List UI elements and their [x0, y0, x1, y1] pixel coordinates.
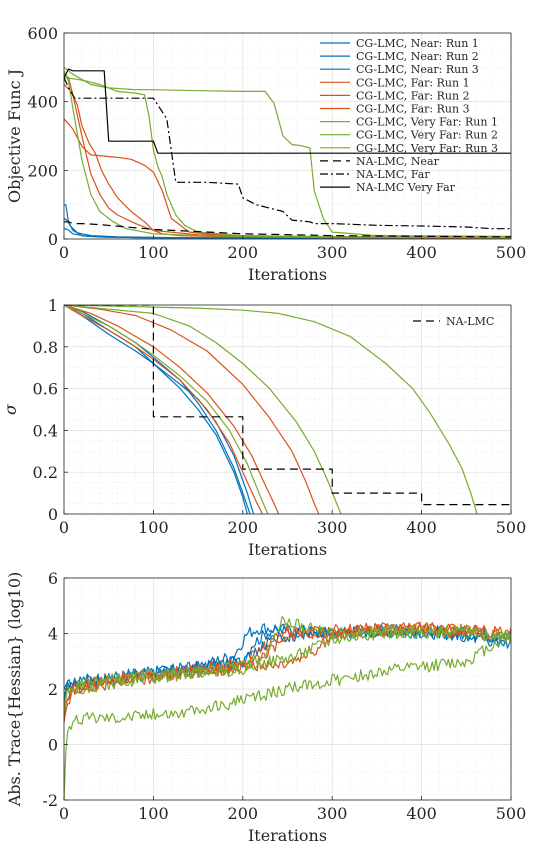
axes-box	[63, 32, 512, 240]
series-line-very_far-7	[64, 633, 511, 800]
series-line-very_far-9	[64, 625, 511, 706]
series-line-far-4	[64, 305, 280, 514]
y-tick-label: 0	[48, 505, 58, 524]
x-tick-label: 500	[496, 518, 527, 537]
y-tick-label: 400	[27, 93, 58, 112]
y-tick-label: 6	[48, 569, 58, 588]
x-tick-label: 0	[59, 804, 69, 823]
legend-label: CG-LMC, Far: Run 1	[356, 76, 470, 89]
y-tick-label: -2	[42, 791, 58, 810]
legend-label: CG-LMC, Near: Run 1	[356, 37, 479, 50]
chart-panel-2: 0 100 200 300 400 500 0 0.2 0.4 0.6 0.8 1 Iterations…	[1, 296, 526, 559]
series-line-very_far-8	[64, 305, 342, 514]
x-tick-label: 200	[228, 243, 259, 262]
series-line-very_far-8	[64, 616, 511, 712]
series-group	[64, 305, 511, 514]
series-line-near-1	[64, 305, 248, 514]
plot-area	[64, 305, 511, 514]
y-tick-label: 2	[48, 680, 58, 699]
y-tick-label: 0.2	[33, 463, 58, 482]
x-tick-label: 0	[59, 518, 69, 537]
series-line-very_far-9	[64, 305, 269, 514]
series-line-very_far-7	[64, 305, 478, 514]
x-tick-label: 300	[317, 243, 348, 262]
y-tick-label: 0.8	[33, 338, 58, 357]
series-line-far-5	[64, 305, 320, 514]
y-tick-label: 0.6	[33, 380, 58, 399]
legend-label: CG-LMC, Very Far: Run 1	[356, 116, 498, 129]
series-line-na-10	[64, 305, 511, 506]
legend-label: CG-LMC, Very Far: Run 3	[356, 142, 498, 155]
x-tick-label: 400	[406, 804, 437, 823]
x-tick-label: 300	[317, 804, 348, 823]
x-tick-label: 500	[496, 804, 527, 823]
series-line-near-3	[64, 305, 255, 514]
series-line-na-12	[64, 68, 511, 154]
y-tick-label: 0	[48, 230, 58, 249]
x-tick-label: 100	[138, 804, 169, 823]
legend-label: NA-LMC, Near	[356, 155, 440, 168]
chart-panel-1: 0 100 200 300 400 500 0 200 400 600 Iterations Obje…	[5, 24, 526, 284]
series-line-na-10	[64, 221, 511, 238]
y-tick-label: 0.4	[33, 421, 58, 440]
y-axis-label: Objective Func J	[5, 69, 24, 203]
x-axis-label: Iterations	[248, 540, 327, 559]
x-tick-label: 400	[406, 243, 437, 262]
legend-label: NA-LMC, Far	[356, 168, 430, 181]
x-tick-label: 500	[496, 243, 527, 262]
series-line-far-5	[64, 118, 511, 239]
x-tick-label: 100	[138, 518, 169, 537]
y-tick-label: 1	[48, 296, 58, 315]
x-axis-label: Iterations	[248, 265, 327, 284]
series-line-far-6	[64, 305, 264, 514]
legend-label: CG-LMC, Near: Run 3	[356, 63, 479, 76]
legend-label: CG-LMC, Far: Run 3	[356, 103, 470, 116]
x-axis-label: Iterations	[248, 826, 327, 845]
x-tick-label: 400	[406, 518, 437, 537]
series-group	[64, 616, 511, 800]
x-tick-label: 100	[138, 243, 169, 262]
y-tick-label: 600	[27, 24, 58, 43]
series-line-very_far-8	[64, 77, 511, 239]
y-tick-label: 0	[48, 736, 58, 755]
x-tick-label: 0	[59, 243, 69, 262]
x-tick-label: 200	[228, 804, 259, 823]
series-line-very_far-9	[64, 70, 511, 239]
legend-label: NA-LMC Very Far	[356, 181, 456, 194]
series-line-na-11	[64, 77, 511, 230]
y-axis-label: σ	[1, 403, 20, 415]
axes-box	[63, 304, 512, 515]
x-tick-label: 300	[317, 518, 348, 537]
legend-label: CG-LMC, Very Far: Run 2	[356, 129, 498, 142]
y-tick-label: 4	[48, 625, 58, 644]
legend-label: CG-LMC, Near: Run 2	[356, 50, 479, 63]
x-tick-label: 200	[228, 518, 259, 537]
y-tick-label: 200	[27, 161, 58, 180]
series-line-near-3	[64, 228, 511, 239]
y-axis-label: Abs. Trace{Hessian} (log10)	[5, 572, 24, 808]
legend-label: CG-LMC, Far: Run 2	[356, 89, 470, 102]
legend-label: NA-LMC	[446, 315, 494, 328]
